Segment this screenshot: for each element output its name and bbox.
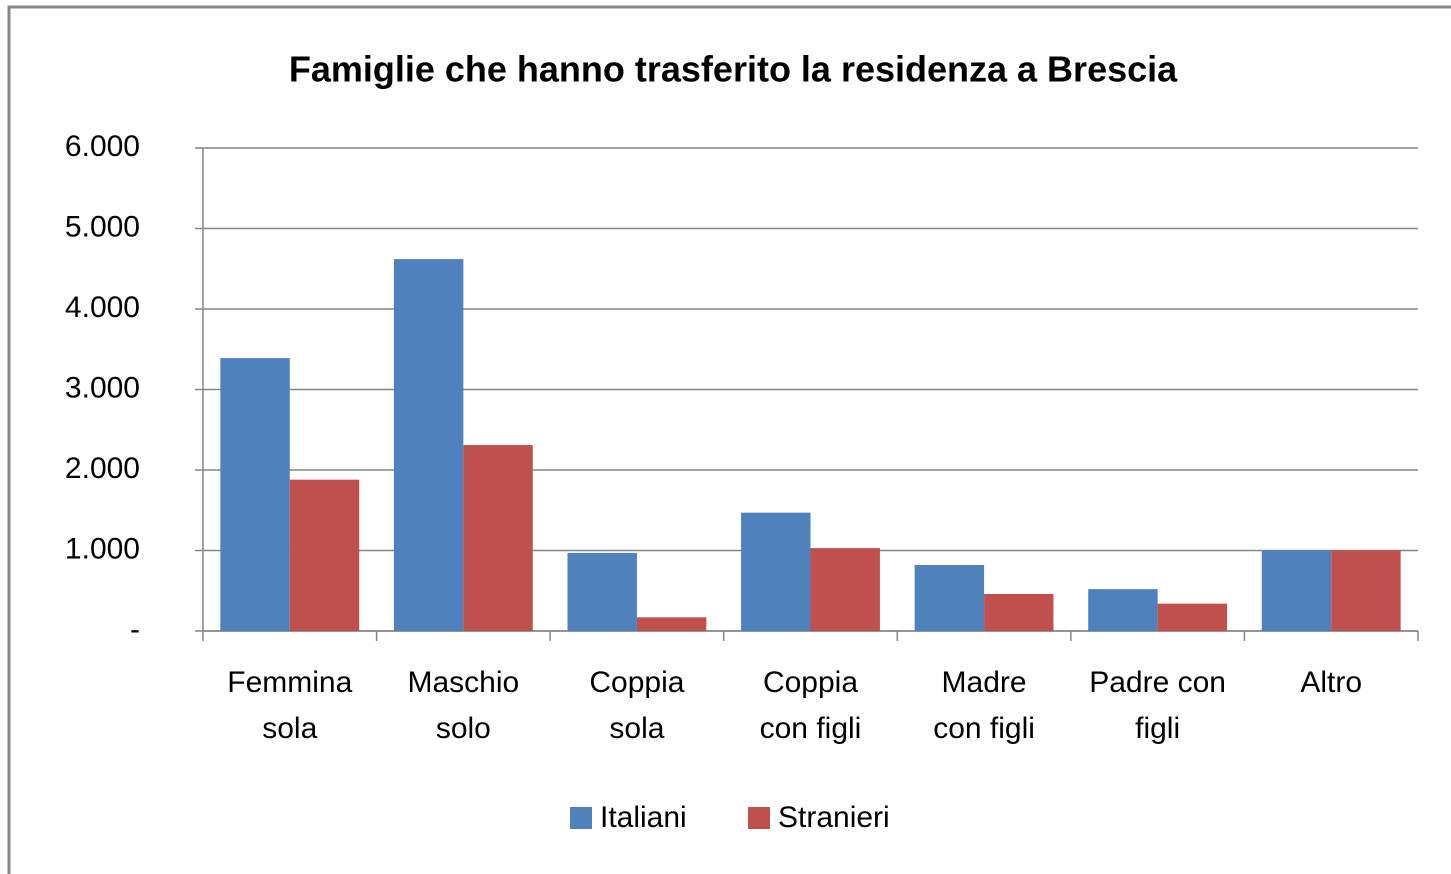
y-tick-label: 3.000 xyxy=(65,371,140,404)
x-tick-label: Padre con figli xyxy=(1089,666,1226,745)
x-tick-label: Coppia con figli xyxy=(759,666,862,745)
y-tick-label: 2.000 xyxy=(65,452,140,485)
chart-title: Famiglie che hanno trasferito la residen… xyxy=(289,49,1178,90)
x-tick-label-box: Coppia con figli xyxy=(759,666,862,745)
bar xyxy=(914,564,985,631)
bar xyxy=(463,445,533,631)
bar xyxy=(984,593,1054,631)
bar xyxy=(1088,589,1158,631)
bar xyxy=(220,358,290,631)
bar xyxy=(810,548,880,631)
x-tick-label: Coppia sola xyxy=(589,666,685,745)
bar xyxy=(1331,550,1401,631)
legend-label: Stranieri xyxy=(778,801,890,834)
x-tick-label-box: Maschio solo xyxy=(407,666,520,745)
x-tick-label-box: Femmina sola xyxy=(227,666,353,745)
legend-swatch xyxy=(570,807,592,829)
x-tick-label-box: Madre con figli xyxy=(933,666,1035,745)
legend-label: Italiani xyxy=(600,801,687,834)
y-tick-label: 5.000 xyxy=(65,210,140,243)
bar xyxy=(393,259,464,631)
bar xyxy=(289,479,360,631)
x-tick-label: Maschio solo xyxy=(407,666,520,745)
x-tick-label: Altro xyxy=(1300,666,1363,699)
x-tick-label: Madre con figli xyxy=(933,666,1035,745)
bar xyxy=(636,617,707,631)
y-tick-label: 1.000 xyxy=(65,532,140,565)
legend-swatch xyxy=(748,807,770,829)
bar xyxy=(1157,603,1228,631)
x-tick-label-box: Padre con figli xyxy=(1089,666,1226,745)
bar xyxy=(1261,550,1332,631)
x-tick-label: Femmina sola xyxy=(227,666,353,745)
y-tick-label: 6.000 xyxy=(65,130,140,163)
bar xyxy=(741,512,811,631)
x-tick-label-box: Coppia sola xyxy=(589,666,685,745)
x-tick-label-box: Altro xyxy=(1300,666,1363,699)
y-tick-label: 4.000 xyxy=(65,291,140,324)
y-tick-label: - xyxy=(130,613,140,646)
bar xyxy=(567,552,637,631)
